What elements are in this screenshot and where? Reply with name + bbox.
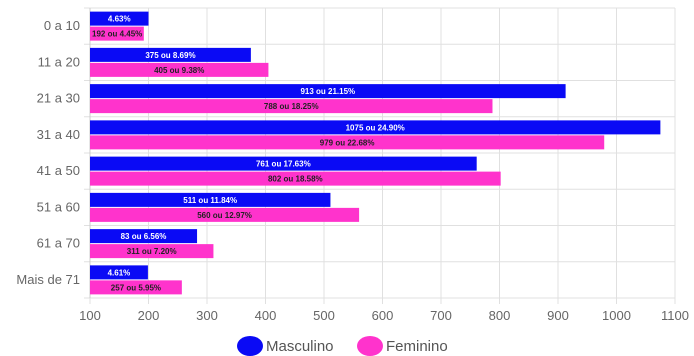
data-label: 4.63%	[108, 15, 131, 24]
x-tick-label: 300	[196, 308, 218, 323]
x-tick-labels: 100 200 300 400 500 600 700 800 900 1000 1100	[79, 308, 689, 323]
x-tick-label: 900	[547, 308, 569, 323]
bar-masculino-2[interactable]	[90, 84, 566, 99]
bar-masculino-0[interactable]	[90, 11, 149, 26]
legend-label[interactable]: Feminino	[386, 338, 448, 355]
data-label: 375 ou 8.69%	[145, 51, 195, 60]
category-label: 11 a 20	[38, 54, 80, 69]
data-label: 405 ou 9.38%	[154, 66, 204, 75]
category-label: 31 a 40	[37, 127, 80, 142]
legend-swatch-masculino[interactable]	[237, 336, 263, 356]
legend[interactable]: Masculino Feminino	[237, 336, 448, 356]
data-label: 1075 ou 24.90%	[346, 123, 405, 132]
x-tick-label: 100	[79, 308, 101, 323]
data-label: 788 ou 18.25%	[264, 102, 319, 111]
bar-feminino-5[interactable]	[90, 207, 360, 222]
x-tick-label: 500	[313, 308, 335, 323]
data-label: 83 ou 6.56%	[121, 232, 167, 241]
category-labels: 0 a 10 11 a 20 21 a 30 31 a 40 41 a 50 51 a 6…	[16, 18, 80, 287]
category-label: 41 a 50	[37, 163, 80, 178]
bar-feminino-3[interactable]	[90, 135, 605, 150]
data-label: 802 ou 18.58%	[268, 175, 323, 184]
bar-feminino-1[interactable]	[90, 62, 269, 77]
x-tick-label: 1100	[661, 308, 689, 323]
data-label: 761 ou 17.63%	[256, 160, 311, 169]
grid-lines	[84, 7, 676, 304]
bar-masculino-4[interactable]	[90, 156, 477, 171]
bar-masculino-3[interactable]	[90, 120, 661, 135]
bars-group: 4.63% 375 ou 8.69% 913 ou 21.15% 1075 ou 24…	[90, 11, 661, 295]
bar-masculino-6[interactable]	[90, 229, 198, 244]
category-label: 21 a 30	[37, 91, 80, 106]
bar-feminino-7[interactable]	[90, 280, 182, 295]
bar-masculino-5[interactable]	[90, 192, 331, 207]
data-label: 192 ou 4.45%	[92, 30, 142, 39]
data-label: 311 ou 7.20%	[127, 247, 177, 256]
data-label: 979 ou 22.68%	[320, 138, 375, 147]
data-label: 257 ou 5.95%	[111, 283, 161, 292]
x-tick-label: 400	[255, 308, 277, 323]
data-label: 4.61%	[108, 268, 131, 277]
x-tick-label: 1000	[602, 308, 631, 323]
legend-label[interactable]: Masculino	[266, 338, 334, 355]
x-tick-label: 800	[489, 308, 511, 323]
bar-feminino-0[interactable]	[90, 26, 144, 41]
data-label: 560 ou 12.97%	[197, 211, 252, 220]
data-label: 913 ou 21.15%	[300, 87, 355, 96]
bar-masculino-7[interactable]	[90, 265, 148, 280]
category-label: 51 a 60	[37, 199, 80, 214]
x-tick-label: 700	[430, 308, 452, 323]
bar-feminino-6[interactable]	[90, 244, 214, 259]
bar-feminino-4[interactable]	[90, 171, 501, 186]
category-label: 61 a 70	[37, 236, 80, 251]
data-label: 511 ou 11.84%	[183, 196, 237, 205]
category-label: 0 a 10	[44, 18, 80, 33]
x-tick-label: 600	[372, 308, 394, 323]
legend-swatch-feminino[interactable]	[357, 336, 383, 356]
x-tick-label: 200	[138, 308, 160, 323]
bar-feminino-2[interactable]	[90, 99, 493, 114]
bar-masculino-1[interactable]	[90, 47, 251, 62]
category-label: Mais de 71	[16, 272, 80, 287]
